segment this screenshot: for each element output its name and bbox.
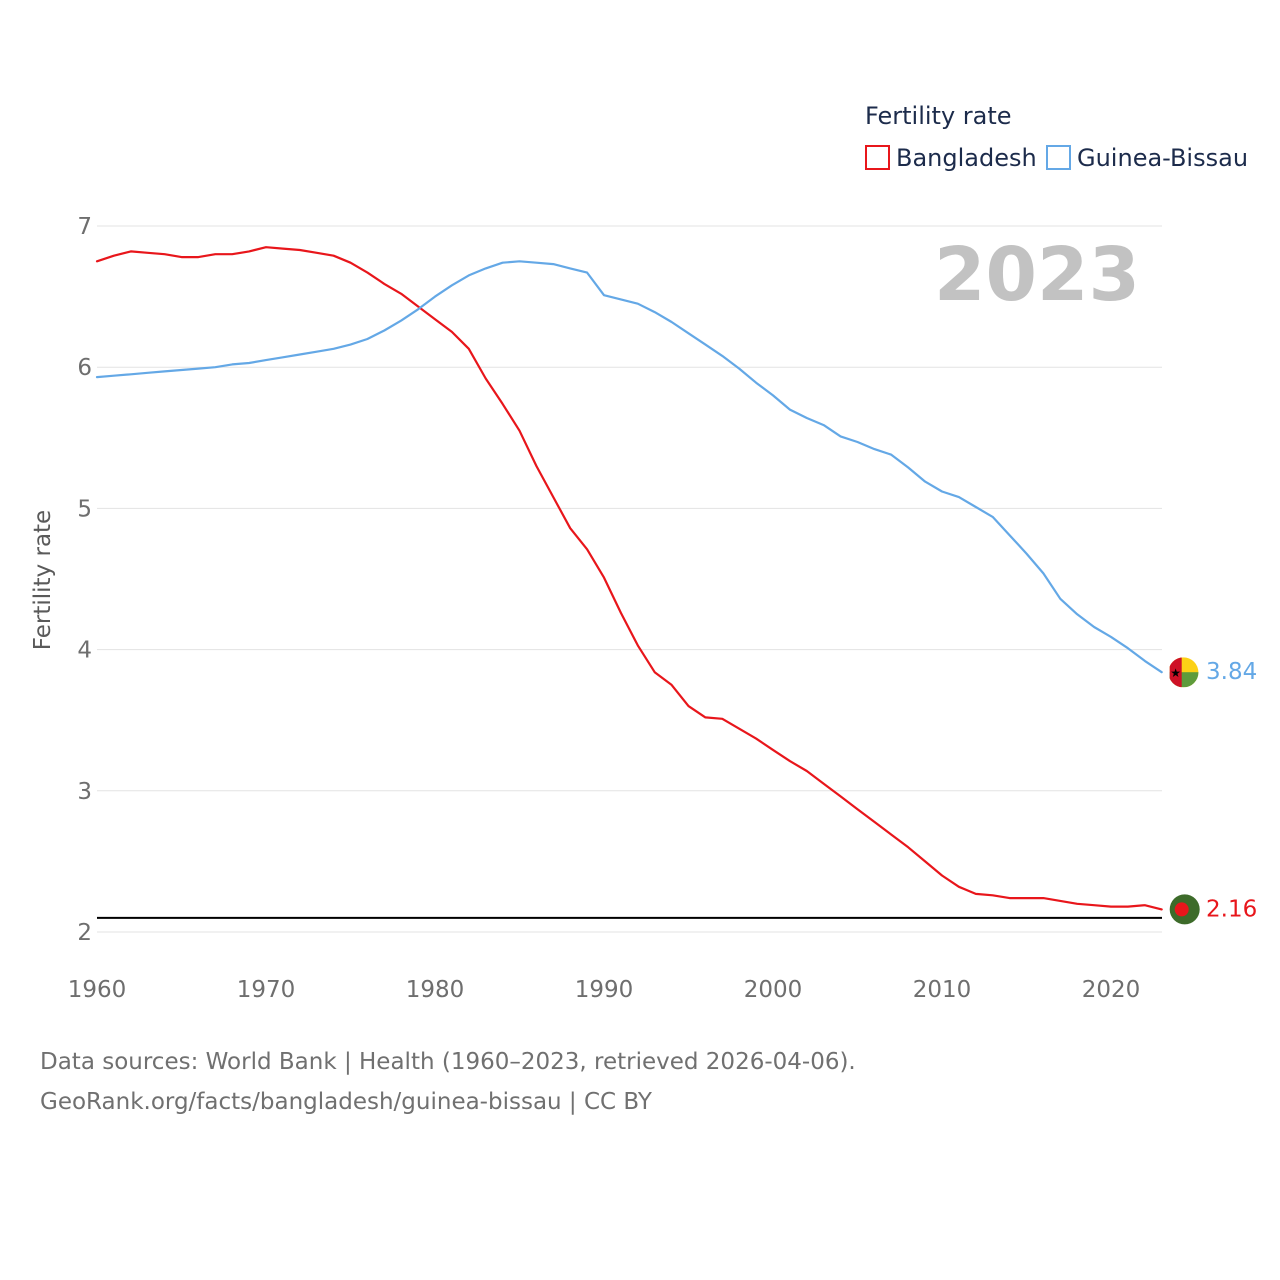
y-tick-label: 5 <box>77 496 92 522</box>
y-axis-title: Fertility rate <box>30 510 56 650</box>
credit-link[interactable]: GeoRank.org/facts/bangladesh/guinea-biss… <box>40 1089 652 1115</box>
gridlines <box>97 225 1162 933</box>
data-sources-text: Data sources: World Bank | Health (1960–… <box>40 1049 856 1075</box>
x-tick-label: 1980 <box>406 977 465 1003</box>
series-line-guinea-bissau <box>95 260 1163 674</box>
y-tick-label: 2 <box>77 920 92 946</box>
legend-item-guinea-bissau[interactable]: Guinea-Bissau <box>1046 144 1248 172</box>
series-lines <box>95 246 1163 911</box>
y-tick-label: 6 <box>77 355 92 381</box>
fertility-rate-chart: 2 3 4 5 6 7 1960 1970 1980 1990 2000 2010 2020 Fert… <box>30 102 1257 1003</box>
legend-label-bangladesh: Bangladesh <box>896 144 1037 172</box>
x-tick-label: 1990 <box>575 977 634 1003</box>
series-line-bangladesh <box>95 246 1163 911</box>
current-year-label: 2023 <box>934 232 1140 318</box>
bangladesh-flag-icon <box>1169 894 1200 925</box>
y-tick-label: 3 <box>77 779 92 805</box>
x-tick-label: 1960 <box>68 977 127 1003</box>
y-tick-label: 4 <box>77 638 92 664</box>
x-tick-label: 2000 <box>744 977 803 1003</box>
legend-swatch-guinea-bissau <box>1046 145 1071 170</box>
legend-label-guinea-bissau: Guinea-Bissau <box>1077 144 1248 172</box>
legend-title: Fertility rate <box>865 102 1012 130</box>
legend-swatch-bangladesh <box>865 145 890 170</box>
guinea-bissau-end-value: 3.84 <box>1206 659 1257 685</box>
x-tick-label: 2020 <box>1082 977 1141 1003</box>
svg-text:★: ★ <box>1170 666 1181 680</box>
x-axis-ticks: 1960 1970 1980 1990 2000 2010 2020 <box>68 977 1141 1003</box>
guinea-bissau-flag-icon: ★ <box>1169 657 1199 688</box>
bangladesh-end-value: 2.16 <box>1206 896 1257 922</box>
x-tick-label: 1970 <box>237 977 296 1003</box>
x-tick-label: 2010 <box>913 977 972 1003</box>
legend-item-bangladesh[interactable]: Bangladesh <box>865 144 1037 172</box>
y-axis-ticks: 2 3 4 5 6 7 <box>77 214 92 946</box>
y-tick-label: 7 <box>77 214 92 240</box>
footer: Data sources: World Bank | Health (1960–… <box>40 1042 1240 1122</box>
legend: Fertility rate Bangladesh Guinea-Bissau <box>865 102 1248 172</box>
